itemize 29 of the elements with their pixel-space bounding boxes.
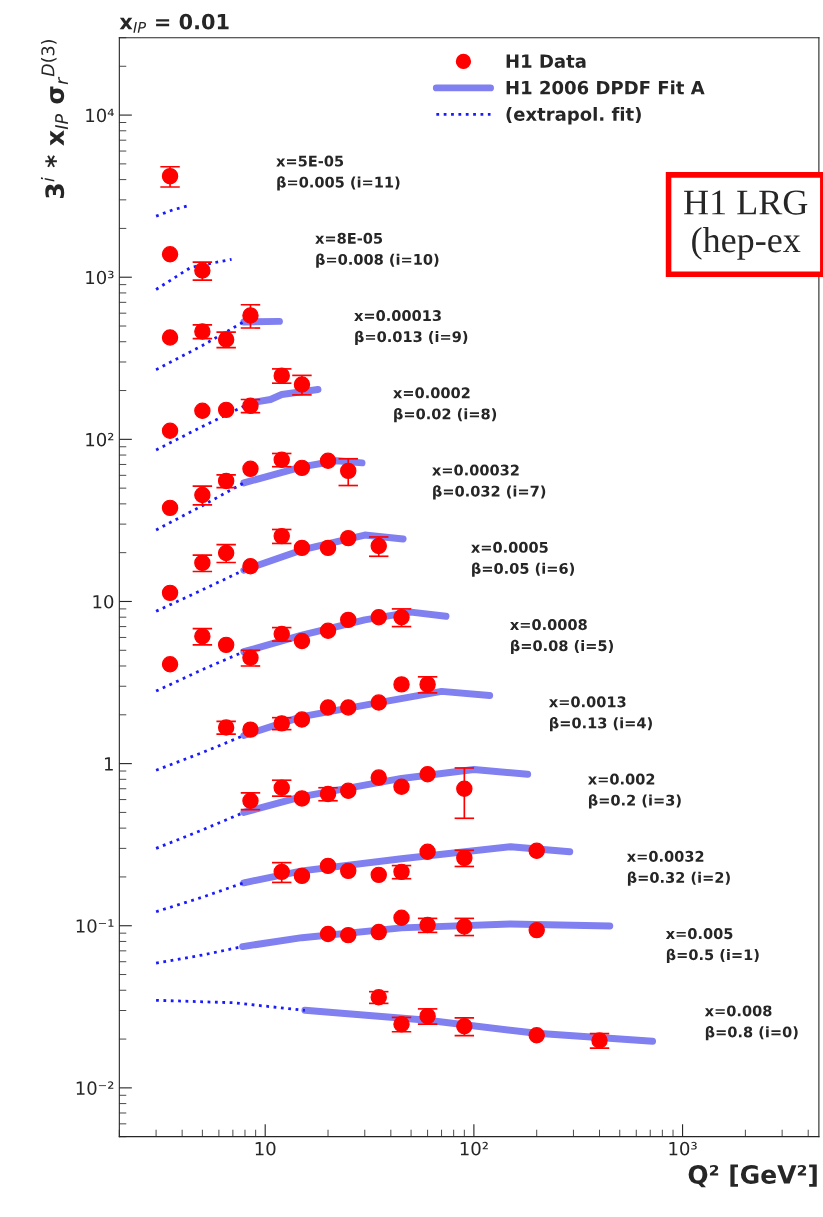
annotation: x=0.002 β=0.2 (i=3) xyxy=(587,773,681,809)
annotation: x=0.005 β=0.5 (i=1) xyxy=(665,928,759,964)
x-tick-label: 10³ xyxy=(669,1141,697,1156)
annotation: x=8E-05 β=0.008 (i=10) xyxy=(315,232,439,268)
annotation: x=0.0032 β=0.32 (i=2) xyxy=(626,850,730,886)
y-tick-label: 10⁴ xyxy=(86,108,114,123)
x-tick-label: 10² xyxy=(460,1141,488,1156)
y-tick-label: 1 xyxy=(104,757,113,771)
y-tick-label: 10² xyxy=(86,432,114,447)
legend-label: H1 Data xyxy=(506,54,586,68)
x-axis-title: Q² [GeV²] xyxy=(688,1164,817,1188)
annotation: x=0.0005 β=0.05 (i=6) xyxy=(471,541,575,577)
annotation: x=0.0002 β=0.02 (i=8) xyxy=(393,387,497,423)
annotation: x=5E-05 β=0.005 (i=11) xyxy=(276,155,400,191)
x-tick-label: 10 xyxy=(255,1141,276,1156)
y-tick-label: 10⁻¹ xyxy=(76,919,114,933)
legend-label: (extrapol. fit) xyxy=(506,106,641,125)
y-tick-label: 10 xyxy=(93,594,114,609)
y-tick-label: 10³ xyxy=(86,270,114,285)
annotation: x=0.008 β=0.8 (i=0) xyxy=(704,1005,798,1041)
annotation: x=0.00032 β=0.032 (i=7) xyxy=(432,464,546,500)
annotation: x=0.0013 β=0.13 (i=4) xyxy=(549,696,652,732)
legend-label: H1 2006 DPDF Fit A xyxy=(506,80,705,95)
annotation: x=0.00013 β=0.013 (i=9) xyxy=(354,310,468,346)
chart-title: x$_{IP}$ = 0.01 xyxy=(119,13,229,33)
annotation: x=0.0008 β=0.08 (i=5) xyxy=(510,619,613,655)
y-axis-title: 3$^{i}$ * x$_{IP}$ σ$_{r}$$^{D(3)}$ xyxy=(40,40,68,199)
annotation: H1 LRG (hep-ex xyxy=(684,190,808,260)
y-tick-label: 10⁻² xyxy=(76,1081,114,1095)
